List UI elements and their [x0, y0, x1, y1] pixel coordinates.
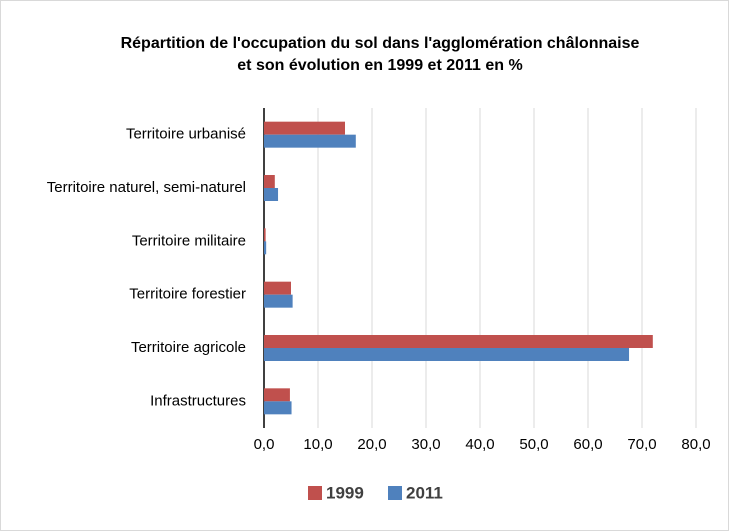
legend-label: 1999 [326, 483, 364, 502]
x-tick-label: 60,0 [573, 436, 602, 453]
x-tick-label: 20,0 [357, 436, 386, 453]
bar [264, 348, 630, 361]
chart-title: Répartition de l'occupation du sol dans … [121, 35, 640, 52]
bar [264, 401, 292, 415]
bar [264, 175, 275, 188]
x-tick-label: 0,0 [254, 436, 275, 453]
bar [264, 228, 266, 242]
y-tick-label: Territoire agricole [131, 339, 246, 356]
y-tick-label: Infrastructures [150, 392, 246, 409]
y-tick-label: Territoire forestier [129, 286, 246, 303]
y-tick-label: Territoire militaire [132, 232, 246, 249]
x-tick-label: 80,0 [681, 436, 710, 453]
legend-swatch [308, 486, 322, 500]
y-tick-label: Territoire naturel, semi-naturel [47, 179, 246, 196]
x-tick-label: 40,0 [465, 436, 494, 453]
legend-label: 2011 [406, 483, 443, 502]
x-tick-label: 30,0 [411, 436, 440, 453]
bar [264, 281, 291, 295]
x-tick-label: 50,0 [519, 436, 548, 453]
bar [264, 241, 267, 255]
y-tick-label: Territoire urbanisé [126, 126, 246, 143]
bar [264, 335, 653, 348]
legend-swatch [388, 486, 402, 500]
chart-title: et son évolution en 1999 et 2011 en % [237, 57, 522, 74]
bar [264, 294, 293, 308]
x-tick-label: 70,0 [627, 436, 656, 453]
bar [264, 134, 356, 148]
bar [264, 188, 279, 201]
x-tick-label: 10,0 [303, 436, 332, 453]
bar [264, 121, 345, 135]
bar [264, 388, 290, 402]
